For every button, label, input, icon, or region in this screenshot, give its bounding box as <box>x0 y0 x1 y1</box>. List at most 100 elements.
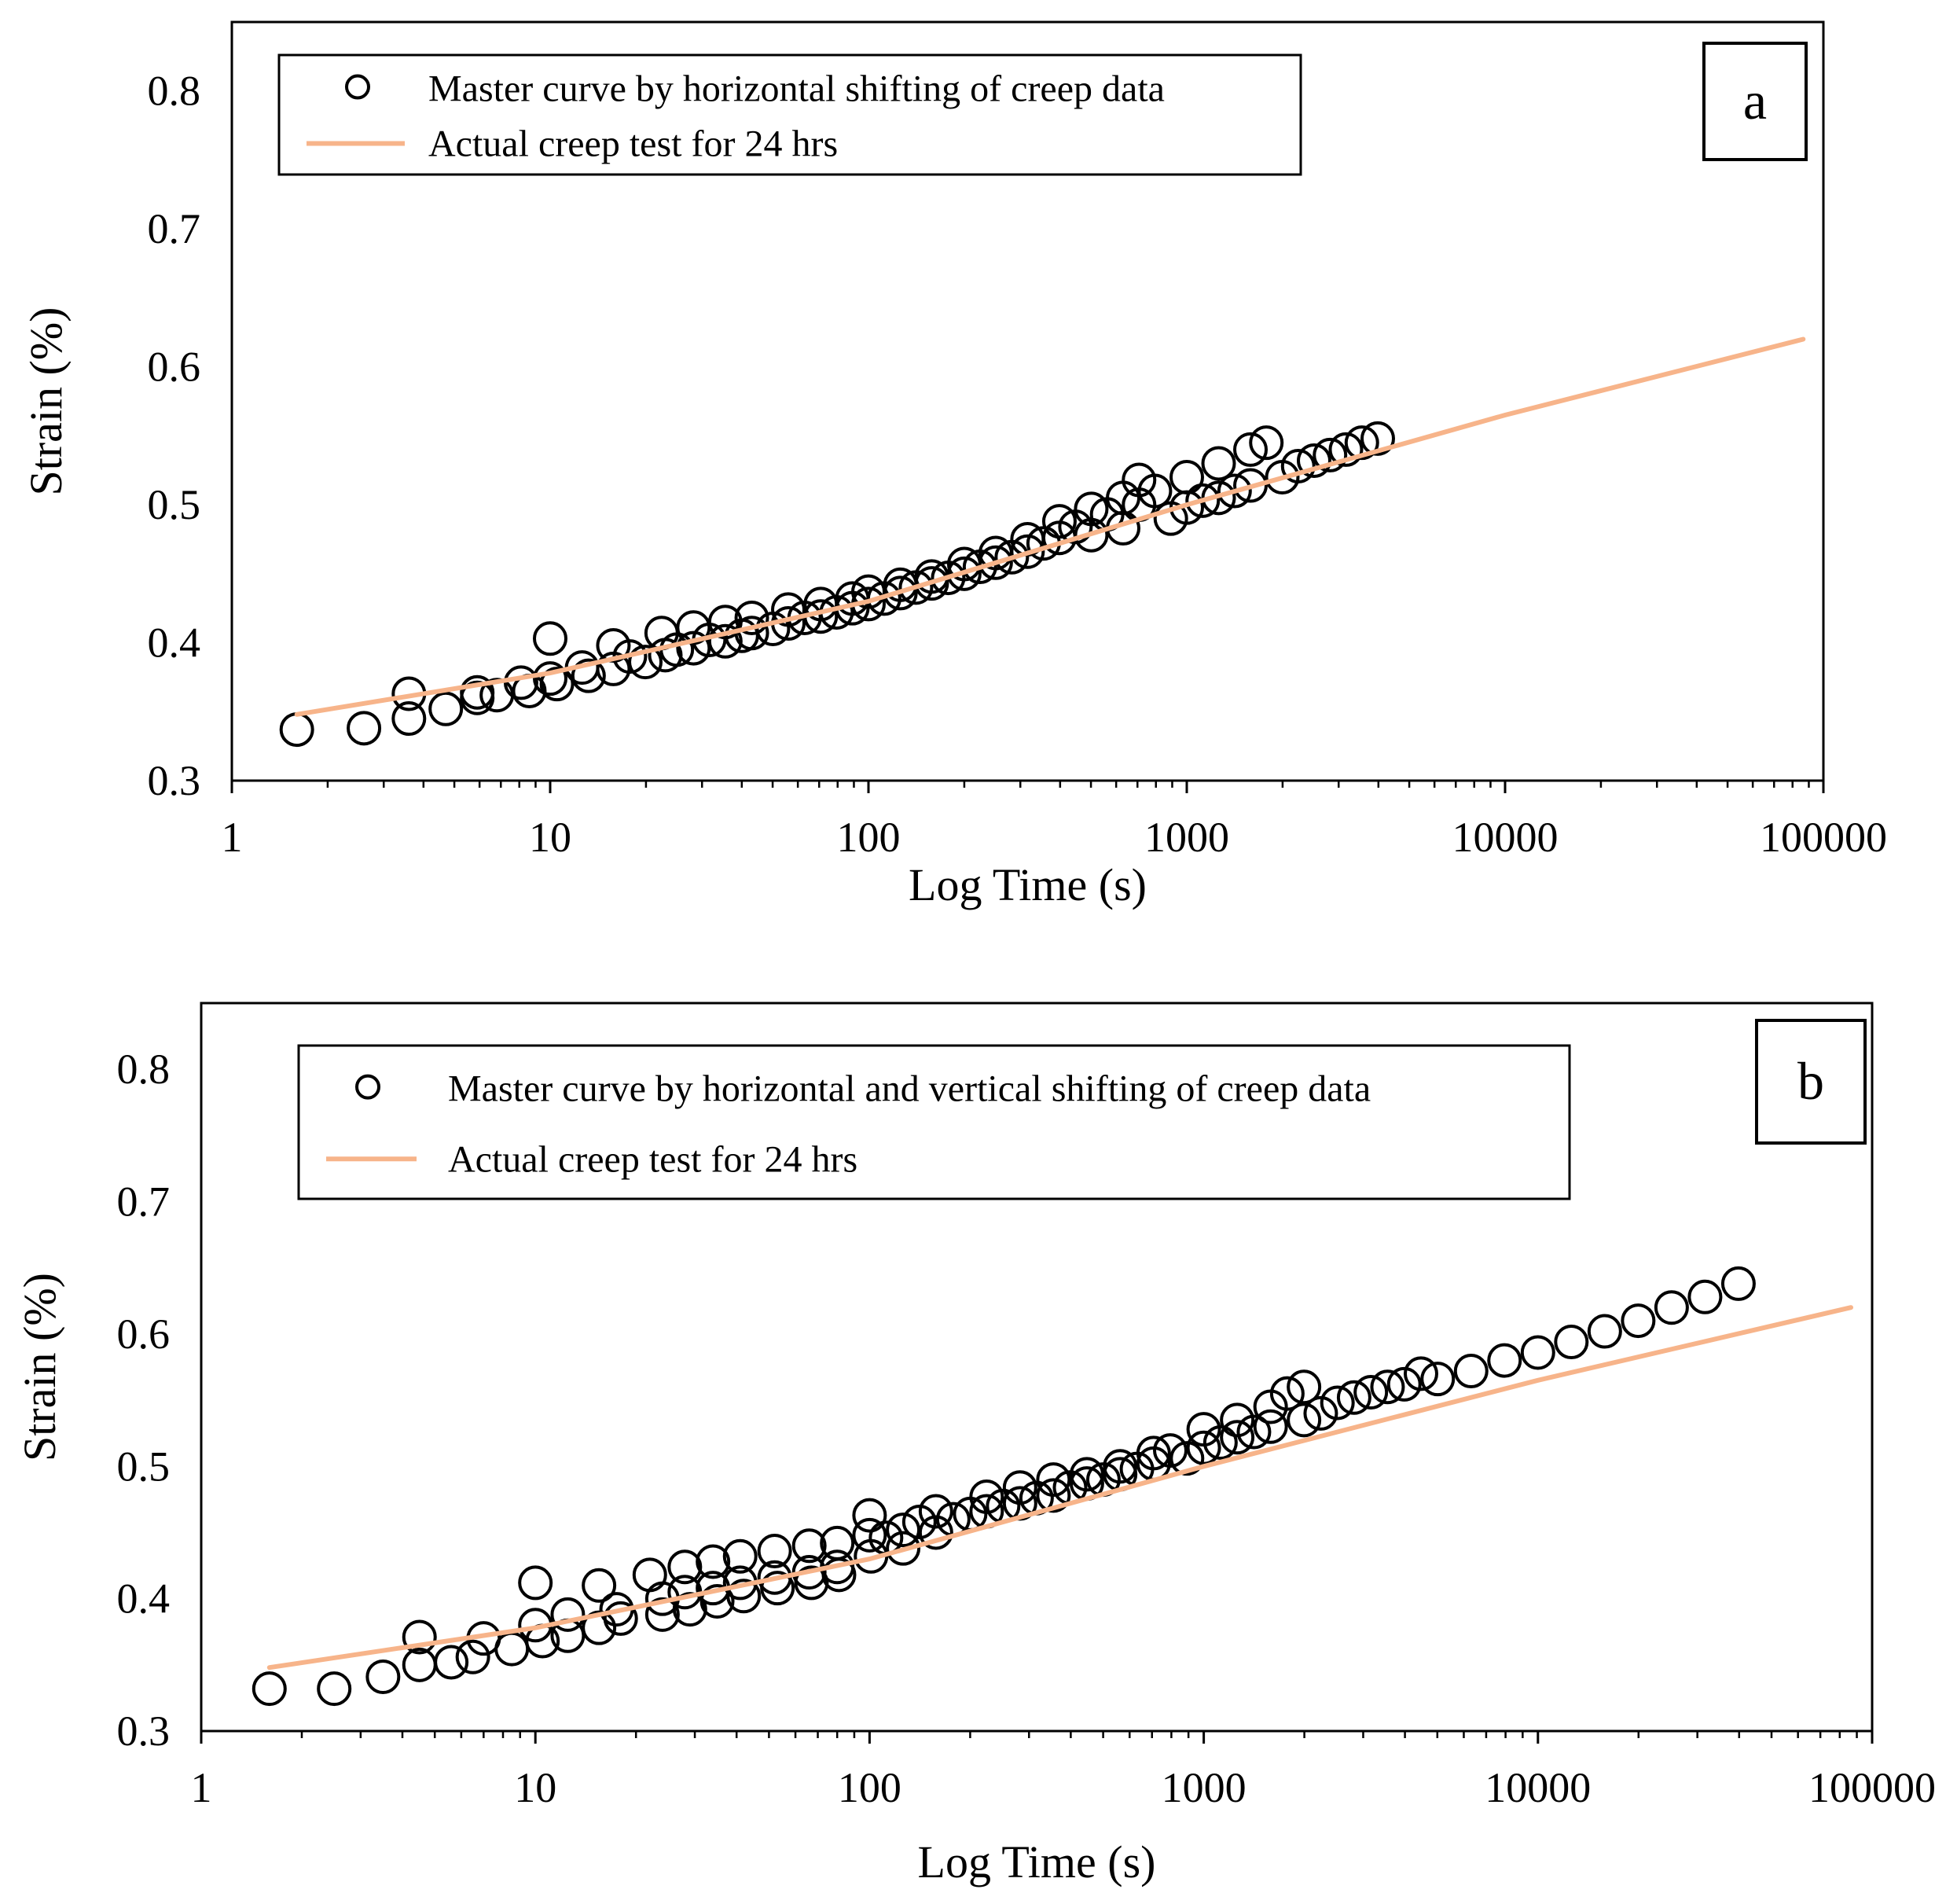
data-point-master-curve <box>722 1538 758 1574</box>
data-point-master-curve <box>603 1601 638 1636</box>
data-point-master-curve <box>1360 421 1395 456</box>
data-point-master-curve <box>901 1504 937 1539</box>
data-point-master-curve <box>1137 473 1173 509</box>
data-point-master-curve <box>914 566 949 601</box>
data-point-master-curve <box>1249 425 1284 461</box>
x-tick-label: 1000 <box>1144 814 1229 861</box>
y-tick-label: 0.3 <box>148 757 201 804</box>
data-point-master-curve <box>518 1565 553 1601</box>
data-point-master-curve <box>1328 432 1364 467</box>
data-point-master-curve <box>582 1610 617 1645</box>
data-point-master-curve <box>1720 1266 1756 1301</box>
data-point-master-curve <box>1303 1395 1338 1431</box>
data-point-master-curve <box>434 1645 469 1680</box>
data-point-master-curve <box>676 630 711 666</box>
data-point-master-curve <box>460 674 495 710</box>
data-point-master-curve <box>1654 1290 1689 1325</box>
data-point-master-curve <box>946 556 982 591</box>
panel-label-box <box>1755 1019 1867 1145</box>
x-tick-label: 100000 <box>1808 1764 1936 1811</box>
data-point-master-curve <box>852 1498 887 1533</box>
data-point-master-curve <box>1069 1457 1104 1492</box>
data-point-master-curve <box>1036 1478 1071 1513</box>
y-axis-title: Strain (%) <box>14 1273 65 1461</box>
x-tick-label: 1 <box>191 1764 212 1811</box>
data-point-master-curve <box>365 1659 401 1694</box>
x-tick-label: 10000 <box>1485 1764 1591 1811</box>
legend-label-actual-creep: Actual creep test for 24 hrs <box>428 123 838 164</box>
x-tick-label: 10 <box>529 814 571 861</box>
data-point-master-curve <box>1041 504 1077 539</box>
data-point-master-curve <box>1169 1441 1205 1476</box>
data-point-master-curve <box>1233 468 1269 503</box>
data-point-master-curve <box>1269 1376 1305 1411</box>
data-point-master-curve <box>1201 446 1236 481</box>
y-tick-label: 0.8 <box>148 68 201 115</box>
y-axis-title: Strain (%) <box>20 307 72 496</box>
data-point-master-curve <box>771 592 806 627</box>
data-point-master-curve <box>494 1631 530 1667</box>
y-tick-label: 0.5 <box>148 481 201 528</box>
data-point-master-curve <box>1320 1385 1355 1421</box>
y-tick-label: 0.4 <box>117 1575 171 1623</box>
data-point-master-curve <box>978 545 1013 580</box>
data-point-master-curve <box>1217 473 1252 509</box>
data-point-master-curve <box>1587 1314 1622 1349</box>
series-line-actual-creep <box>294 336 1806 717</box>
data-point-master-curve <box>582 1568 617 1603</box>
data-point-master-curve <box>699 1584 735 1619</box>
data-point-master-curve <box>1687 1279 1723 1314</box>
legend-label-master-curve: Master curve by horizontal and vertical … <box>448 1068 1371 1110</box>
data-point-master-curve <box>1136 1435 1171 1471</box>
legend-marker-master-curve <box>345 74 370 100</box>
legend: Master curve by horizontal shifting of c… <box>277 53 1302 176</box>
panel-label: a <box>1743 71 1767 130</box>
data-point-master-curve <box>791 1528 827 1564</box>
data-point-master-curve <box>918 1494 953 1529</box>
legend-frame <box>277 53 1302 176</box>
y-tick-label: 0.6 <box>117 1310 171 1358</box>
y-tick-label: 0.3 <box>117 1707 171 1755</box>
data-point-master-curve <box>1336 1380 1371 1415</box>
data-point-master-curve <box>1370 1369 1405 1405</box>
data-point-master-curve <box>672 1592 707 1627</box>
data-point-master-curve <box>252 1671 287 1707</box>
panel-label: b <box>1797 1051 1824 1111</box>
data-point-master-curve <box>632 1557 667 1593</box>
x-tick-label: 100000 <box>1760 814 1887 861</box>
data-point-master-curve <box>1287 1369 1322 1405</box>
data-point-master-curve <box>1621 1303 1656 1339</box>
data-point-master-curve <box>1220 1420 1255 1455</box>
series-line-actual-creep <box>266 1305 1853 1671</box>
data-point-master-curve <box>1185 483 1221 518</box>
x-tick-label: 10 <box>514 1764 556 1811</box>
data-point-master-curve <box>402 1619 437 1655</box>
x-tick-label: 1 <box>222 814 243 861</box>
data-point-master-curve <box>1202 1424 1238 1460</box>
data-point-master-curve <box>455 1639 490 1674</box>
data-point-master-curve <box>918 1515 953 1550</box>
x-axis-title: Log Time (s) <box>909 859 1147 910</box>
data-point-master-curve <box>533 661 567 697</box>
data-point-master-curve <box>883 575 918 611</box>
legend-marker-master-curve <box>355 1074 380 1100</box>
data-point-master-curve <box>1103 1449 1138 1484</box>
x-tick-label: 100 <box>837 814 901 861</box>
y-tick-label: 0.6 <box>148 344 201 391</box>
data-point-master-curve <box>1074 491 1109 527</box>
panel-label-box <box>1702 42 1808 161</box>
data-point-master-curve <box>886 1513 921 1548</box>
y-tick-label: 0.8 <box>117 1046 171 1093</box>
data-point-master-curve <box>317 1671 352 1707</box>
chart-panel-a: 1 10 100 1000 10000 100000 0.3 0.4 0.5 0.6 0.7 0.8 L… <box>20 20 1887 910</box>
data-point-master-curve <box>644 1597 680 1632</box>
x-tick-label: 100 <box>838 1764 901 1811</box>
y-tick-label: 0.5 <box>117 1443 171 1490</box>
data-point-master-curve <box>279 712 314 748</box>
legend-frame <box>297 1044 1571 1200</box>
data-point-master-curve <box>1233 432 1269 467</box>
y-tick-label: 0.7 <box>117 1178 171 1226</box>
data-point-master-curve <box>1487 1343 1522 1378</box>
data-point-master-curve <box>533 621 567 656</box>
x-tick-label: 1000 <box>1162 1764 1247 1811</box>
